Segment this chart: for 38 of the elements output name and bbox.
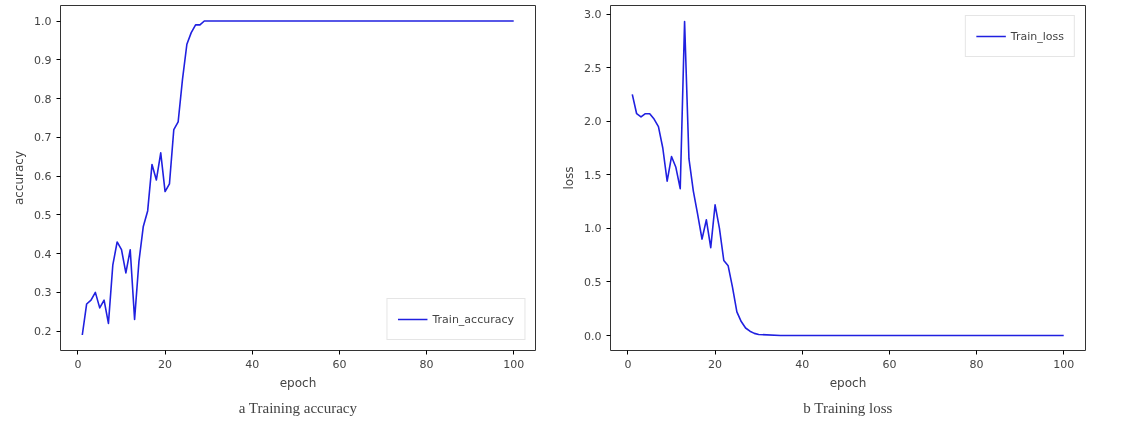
text: a Training accuracy <box>238 399 358 416</box>
y-tick-label: 0.3 <box>34 286 52 300</box>
legend-label: Train_loss <box>1010 29 1064 43</box>
text: b Training loss <box>803 399 893 416</box>
x-tick-label: 80 <box>969 357 984 371</box>
y-tick-label: 0.7 <box>34 131 52 145</box>
y-tick-label: 0.5 <box>34 208 52 222</box>
y-tick-label: 1.0 <box>584 222 602 236</box>
y-tick-label: 1.0 <box>34 15 52 29</box>
y-tick-label: 1.5 <box>584 168 602 182</box>
y-tick-label: 0.0 <box>584 329 602 343</box>
x-tick-label: 60 <box>882 357 897 371</box>
y-tick-label: 0.2 <box>34 325 52 339</box>
y-tick-label: 0.8 <box>34 92 52 106</box>
x-tick-label: 100 <box>503 357 525 371</box>
x-tick-label: 40 <box>245 357 260 371</box>
y-axis-title: loss <box>562 166 577 190</box>
y-axis-title: accuracy <box>12 150 27 206</box>
x-tick-label: 20 <box>158 357 173 371</box>
x-tick-label: 40 <box>795 357 810 371</box>
x-tick-label: 0 <box>624 357 632 371</box>
legend-label: Train_accuracy <box>432 312 514 326</box>
x-tick-label: 80 <box>419 357 434 371</box>
y-tick-label: 0.6 <box>34 170 52 184</box>
x-axis-title: epoch <box>279 375 317 390</box>
x-tick-label: 60 <box>332 357 347 371</box>
y-tick-label: 2.0 <box>584 115 602 129</box>
x-tick-label: 0 <box>74 357 82 371</box>
y-tick-label: 3.0 <box>584 8 602 22</box>
x-tick-label: 20 <box>708 357 723 371</box>
y-tick-label: 0.4 <box>34 247 52 261</box>
line-series <box>631 20 1065 337</box>
x-axis-title: epoch <box>829 375 867 390</box>
line-series <box>81 20 515 336</box>
y-tick-label: 0.9 <box>34 53 52 67</box>
y-tick-label: 2.5 <box>584 61 602 75</box>
x-tick-label: 100 <box>1053 357 1075 371</box>
y-tick-label: 0.5 <box>584 275 602 289</box>
